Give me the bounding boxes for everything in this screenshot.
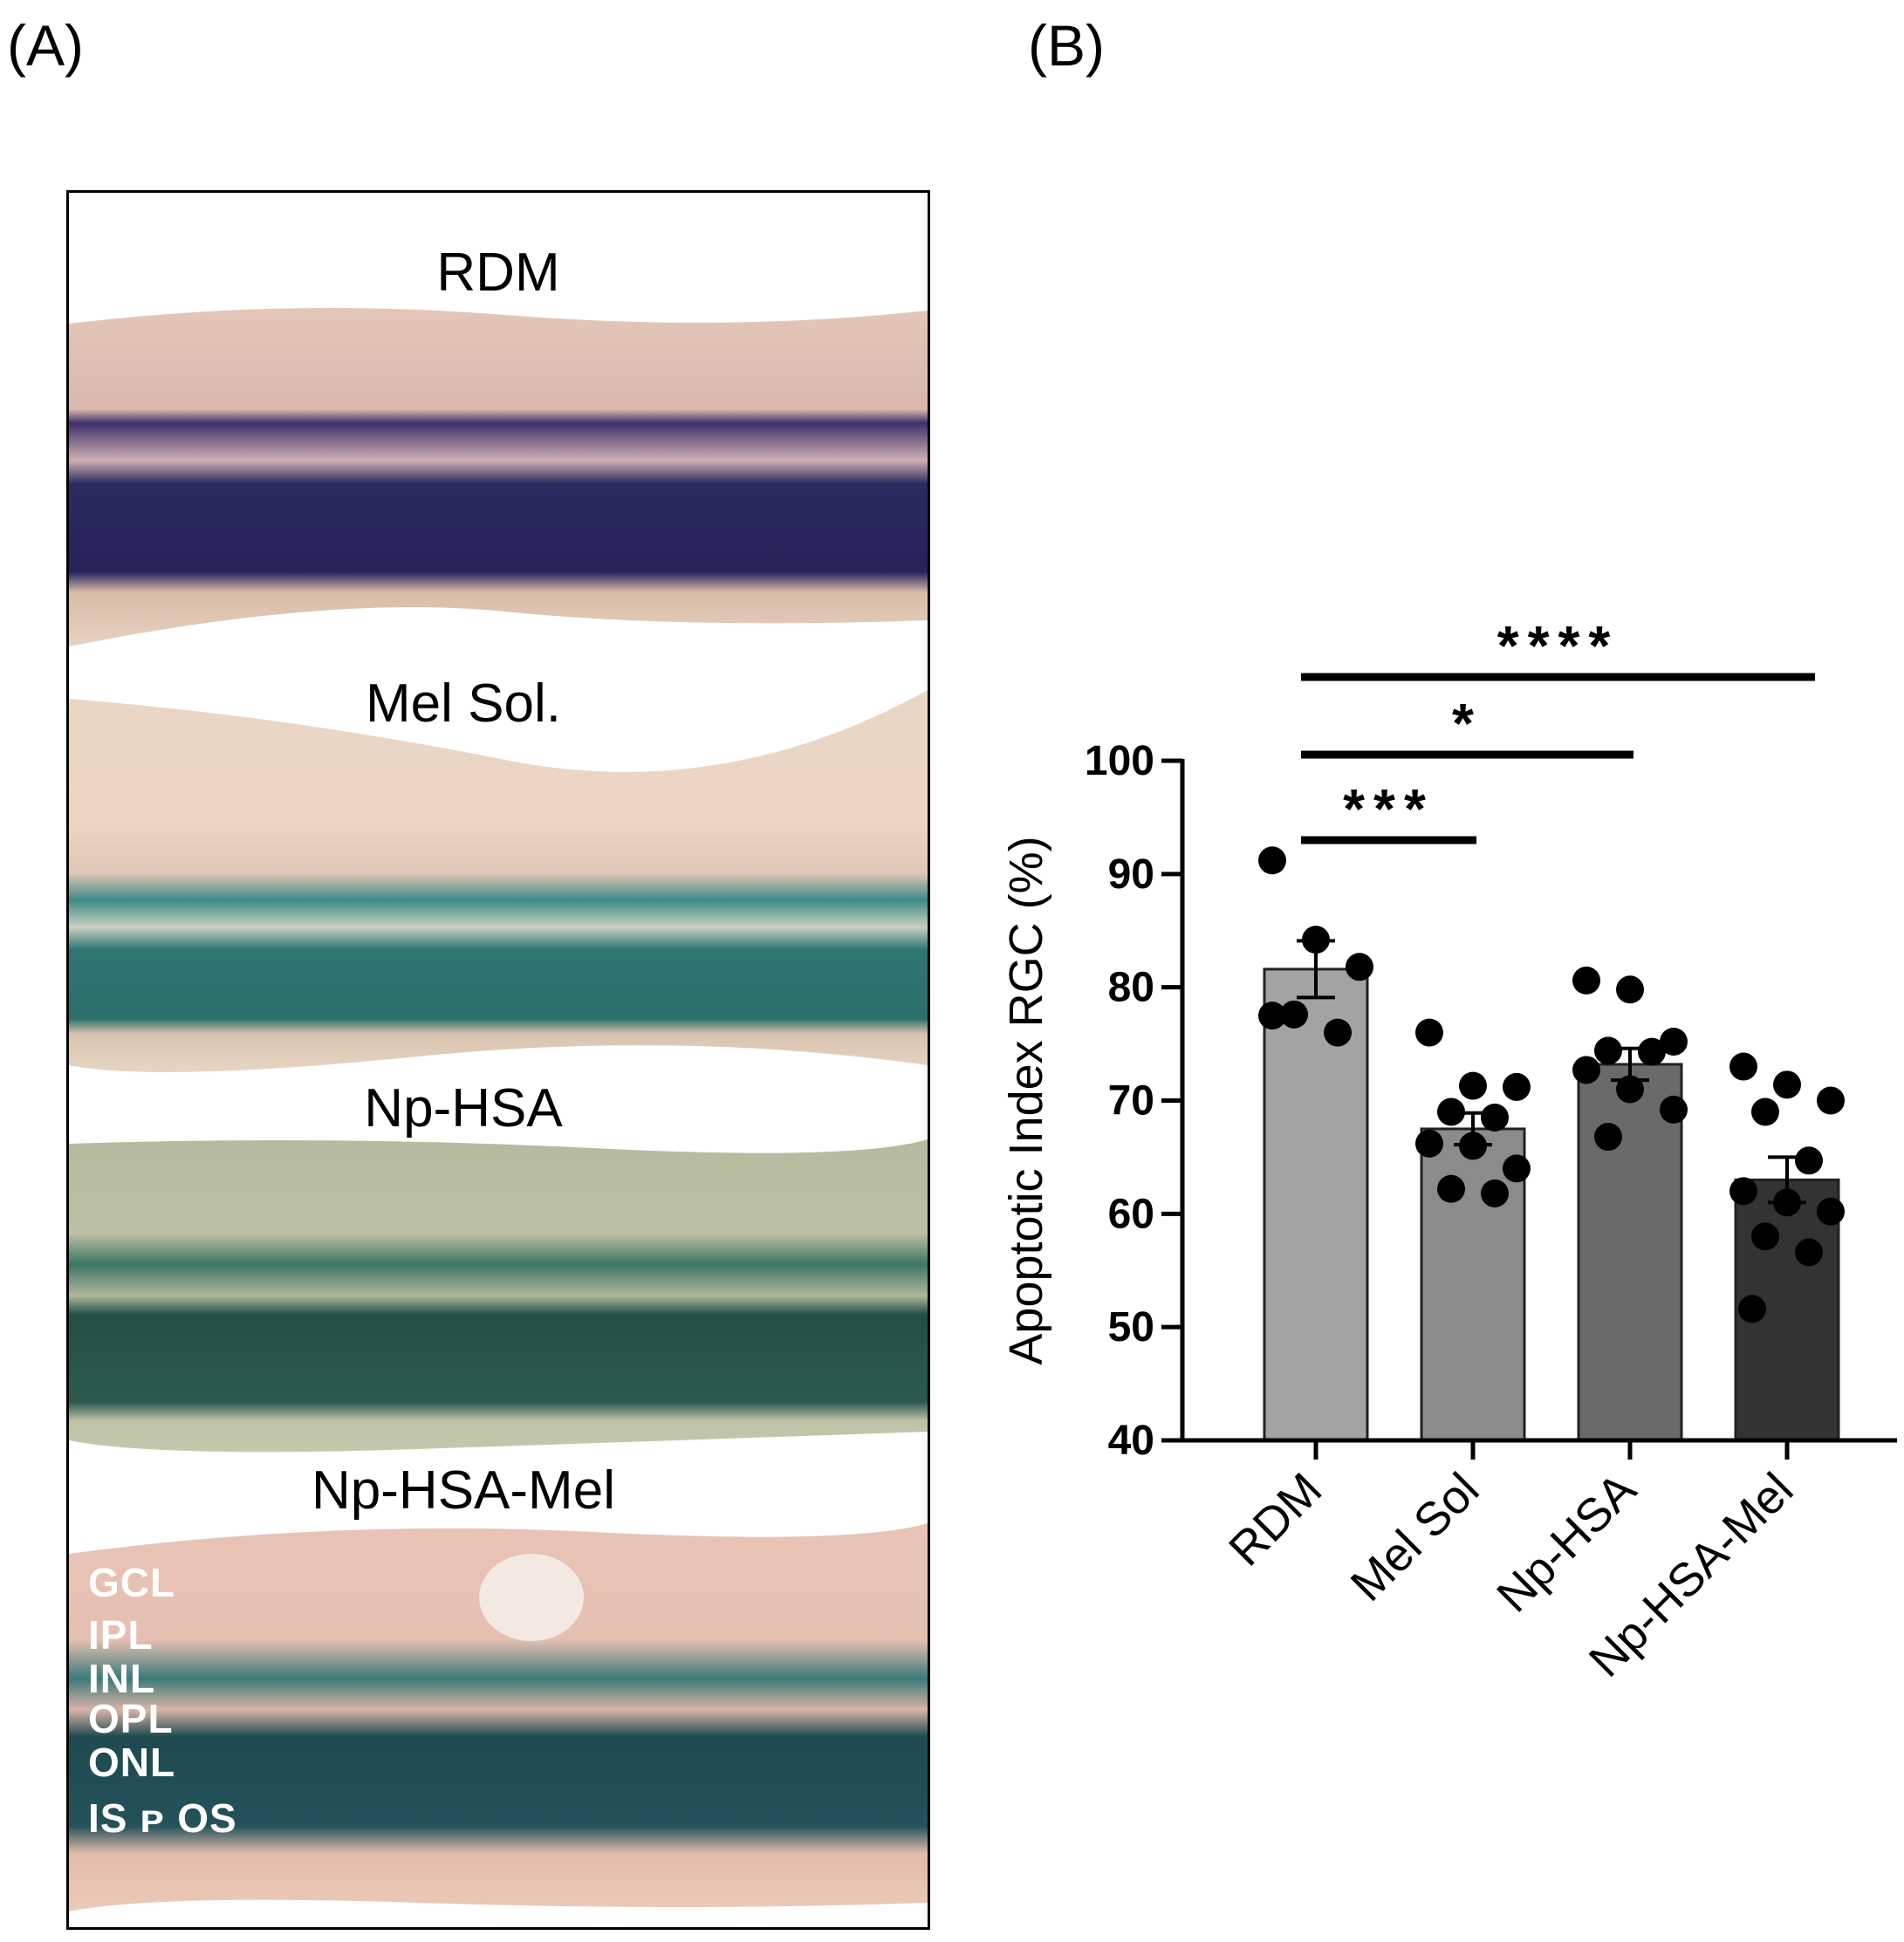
layer-label-opl: OPL (88, 1696, 174, 1741)
data-point (1280, 1000, 1308, 1029)
x-tick-label: RDM (1219, 1463, 1332, 1576)
data-point (1503, 1154, 1531, 1183)
data-point (1437, 1098, 1465, 1126)
y-tick-label: 90 (1108, 851, 1154, 898)
data-point (1660, 1095, 1688, 1124)
x-tick-label: Mel Sol (1341, 1463, 1490, 1611)
data-point (1481, 1103, 1509, 1132)
data-point (1795, 1146, 1823, 1175)
y-tick-label: 50 (1108, 1304, 1154, 1351)
micrograph-rdm (69, 308, 928, 646)
data-point (1346, 953, 1373, 981)
data-point (1481, 1179, 1509, 1207)
y-tick-label: 40 (1108, 1418, 1154, 1464)
layer-label-is-os: IS ᴘ OS (88, 1795, 237, 1841)
micrograph-title-np-hsa: Np-HSA (364, 1078, 563, 1139)
y-tick-label: 100 (1085, 738, 1154, 784)
data-point (1773, 1070, 1801, 1099)
data-point (1258, 1002, 1286, 1030)
data-point (1817, 1086, 1845, 1115)
data-point (1437, 1174, 1465, 1203)
data-point (1660, 1027, 1688, 1056)
micrograph-mel-sol (69, 690, 928, 1072)
data-point (1751, 1222, 1779, 1251)
micrograph-panel: RDM Mel Sol. Np-HSA Np-HSA-Mel GCL IPL I… (66, 190, 930, 1930)
data-point (1258, 846, 1286, 875)
panel-b-label: (B) (1028, 13, 1105, 78)
data-point (1638, 1037, 1666, 1066)
x-tick-label: Np-HSA (1487, 1463, 1646, 1622)
micrograph-title-rdm: RDM (436, 243, 560, 303)
micrograph-np-hsa-mel (69, 1523, 928, 1911)
significance-label: *** (1343, 777, 1435, 840)
y-tick-label: 70 (1108, 1078, 1154, 1125)
data-point (1751, 1098, 1779, 1126)
data-point (1795, 1238, 1823, 1267)
bar-rdm (1263, 968, 1369, 1442)
y-axis-title: Apoptotic Index RGC (%) (1000, 836, 1052, 1364)
significance-label: **** (1497, 614, 1620, 677)
data-point (1572, 966, 1600, 995)
y-tick-label: 80 (1108, 965, 1154, 1011)
data-point (1817, 1197, 1845, 1226)
data-point (1415, 1018, 1443, 1047)
micrograph-title-mel-sol: Mel Sol. (366, 674, 561, 734)
bar-np-hsa (1577, 1063, 1683, 1442)
data-point (1572, 1056, 1600, 1084)
layer-label-inl: INL (88, 1656, 156, 1701)
significance-label: * (1452, 692, 1483, 755)
data-point (1594, 1036, 1622, 1065)
layer-label-ipl: IPL (88, 1612, 154, 1658)
layer-label-gcl: GCL (88, 1560, 176, 1605)
data-point (1729, 1052, 1757, 1081)
data-point (1459, 1071, 1487, 1100)
data-point (1729, 1177, 1757, 1206)
micrograph-np-hsa (69, 1139, 928, 1453)
data-point (1324, 1018, 1352, 1047)
data-point (1616, 1075, 1644, 1104)
y-tick-label: 60 (1108, 1191, 1154, 1237)
retina-micrographs (69, 308, 928, 1911)
data-point (1738, 1295, 1766, 1323)
data-point (1616, 975, 1644, 1004)
data-point (1415, 1129, 1443, 1158)
micrograph-title-np-hsa-mel: Np-HSA-Mel (312, 1460, 615, 1521)
bar-mel-sol (1420, 1127, 1526, 1442)
layer-label-onl: ONL (88, 1740, 176, 1785)
panel-a-label: (A) (7, 13, 84, 78)
data-point (1594, 1123, 1622, 1152)
data-point (1503, 1072, 1531, 1101)
